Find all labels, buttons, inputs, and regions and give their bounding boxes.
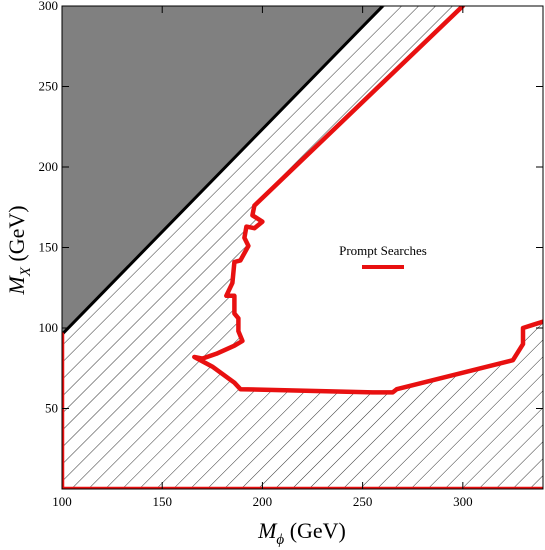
legend-label: Prompt Searches: [339, 243, 427, 258]
y-axis-label: MX (GeV): [4, 205, 34, 295]
diagonal-boundary: [62, 6, 384, 336]
y-tick-label: 300: [39, 0, 59, 13]
region-2: [194, 6, 543, 393]
legend: Prompt Searches: [339, 243, 427, 269]
x-axis-label: Mϕ (GeV): [257, 518, 346, 548]
x-axis-ticks: 100 150 200 250 300: [52, 6, 473, 509]
y-tick-label: 150: [39, 240, 59, 255]
x-tick-label: 200: [253, 494, 273, 509]
y-tick-label: 250: [39, 79, 59, 94]
y-axis-ticks: 50 100 150 200 250 300: [39, 0, 543, 416]
diagonal-line: [62, 6, 384, 336]
prompt-searches-line-2: [192, 6, 543, 395]
x-tick-label: 250: [353, 494, 373, 509]
y-tick-label: 50: [45, 401, 58, 416]
y-tick-label: 100: [39, 320, 59, 335]
x-tick-label: 100: [52, 494, 72, 509]
series-layer: [62, 6, 543, 489]
x-tick-label: 300: [453, 494, 473, 509]
x-tick-label: 150: [152, 494, 172, 509]
shaded-regions: [62, 6, 543, 489]
y-tick-label: 200: [39, 159, 59, 174]
